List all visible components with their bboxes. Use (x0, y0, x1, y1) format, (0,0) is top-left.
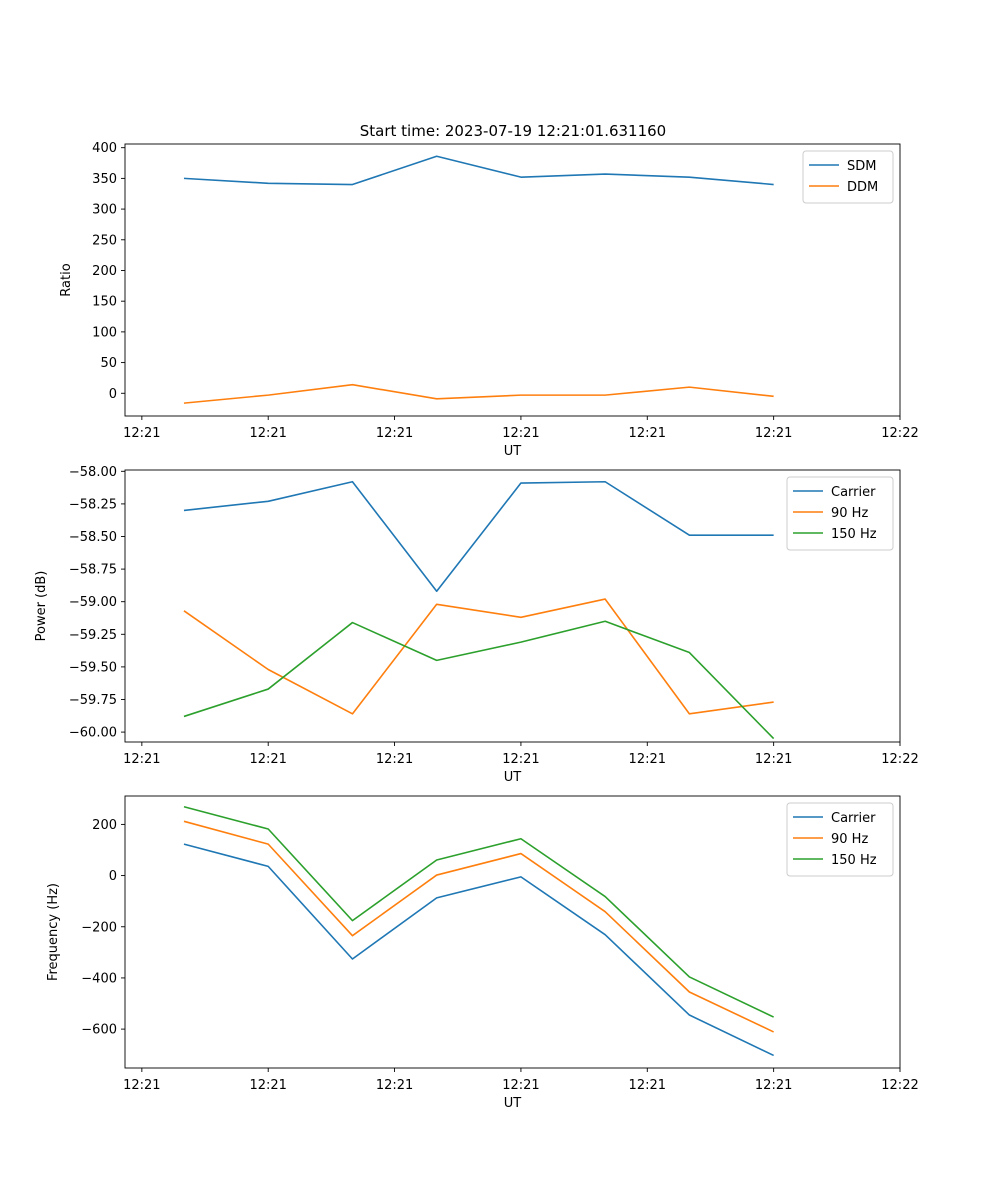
series-line-150-hz (183, 620, 775, 740)
y-tick-label: 50 (100, 356, 117, 371)
legend-box (802, 150, 894, 204)
x-tick-label: 12:21 (755, 752, 792, 767)
x-tick-label: 12:21 (502, 1078, 539, 1093)
legend-box (786, 802, 894, 877)
axes-frame (124, 469, 901, 743)
x-tick-label: 12:21 (629, 1078, 666, 1093)
legend-label: 150 Hz (831, 527, 877, 542)
chart-panel-2: 12:21 12:21 12:21 12:21 12:21 12:21 12:22 −60.0… (34, 465, 919, 785)
y-tick-label: −59.75 (69, 693, 117, 708)
y-axis-label: Power (dB) (34, 571, 49, 642)
chart-panel-1: 12:21 12:21 12:21 12:21 12:21 12:21 12:22 0 50 10… (59, 141, 919, 459)
x-axis-label: UT (504, 770, 522, 785)
legend-label: Carrier (831, 811, 876, 826)
x-tick-label: 12:21 (376, 752, 413, 767)
legend-label: Carrier (831, 485, 876, 500)
y-tick-label: 300 (92, 203, 117, 218)
y-tick-label: 250 (92, 233, 117, 248)
y-tick-label: 0 (109, 387, 117, 402)
x-tick-label: 12:21 (249, 1078, 286, 1093)
legend: Carrier 90 Hz 150 Hz (786, 802, 894, 877)
y-tick-label: 100 (92, 325, 117, 340)
chart-panel-3: 12:21 12:21 12:21 12:21 12:21 12:21 12:22 −600 −… (46, 795, 919, 1111)
x-tick-label: 12:21 (629, 426, 666, 441)
y-tick-label: −400 (81, 971, 117, 986)
legend: Carrier 90 Hz 150 Hz (786, 476, 894, 551)
x-tick-label: 12:21 (629, 752, 666, 767)
x-tick-label: 12:21 (123, 1078, 160, 1093)
y-tick-label: −58.25 (69, 497, 117, 512)
series-line-90-hz (183, 820, 774, 1033)
y-tick-label: 350 (92, 172, 117, 187)
x-tick-label: 12:21 (502, 752, 539, 767)
y-tick-label: −58.00 (69, 465, 117, 480)
series-line-90-hz (183, 598, 774, 715)
x-tick-label: 12:21 (249, 426, 286, 441)
legend-label: 90 Hz (831, 506, 868, 521)
x-tick-label: 12:21 (376, 426, 413, 441)
y-tick-label: 200 (92, 818, 117, 833)
y-tick-label: −58.50 (69, 530, 117, 545)
x-tick-label: 12:22 (881, 1078, 918, 1093)
y-tick-label: −58.75 (69, 563, 117, 578)
x-tick-label: 12:21 (755, 1078, 792, 1093)
x-tick-label: 12:21 (502, 426, 539, 441)
series-line-sdm (183, 155, 774, 186)
axes-frame (124, 143, 901, 417)
x-axis-label: UT (504, 444, 522, 459)
y-tick-label: 150 (92, 295, 117, 310)
y-axis-label: Frequency (Hz) (46, 883, 61, 981)
x-tick-label: 12:21 (249, 752, 286, 767)
y-tick-label: −59.25 (69, 628, 117, 643)
x-tick-label: 12:21 (123, 426, 160, 441)
figure-title: Start time: 2023-07-19 12:21:01.631160 (360, 122, 666, 140)
series-line-carrier (183, 843, 774, 1057)
y-tick-label: −59.50 (69, 660, 117, 675)
series-line-carrier (183, 480, 774, 593)
x-tick-label: 12:21 (376, 1078, 413, 1093)
x-axis-label: UT (504, 1096, 522, 1111)
x-tick-label: 12:21 (123, 752, 160, 767)
legend: SDM DDM (802, 150, 894, 204)
legend-label: SDM (847, 159, 876, 174)
legend-label: DDM (847, 180, 878, 195)
y-axis-label: Ratio (59, 263, 74, 296)
y-tick-label: −200 (81, 920, 117, 935)
legend-label: 90 Hz (831, 832, 868, 847)
y-tick-label: −600 (81, 1023, 117, 1038)
y-tick-label: 400 (92, 141, 117, 156)
legend-box (786, 476, 894, 551)
series-line-ddm (183, 383, 774, 404)
x-tick-label: 12:22 (881, 426, 918, 441)
y-tick-label: −60.00 (69, 726, 117, 741)
axes-frame (124, 795, 901, 1069)
x-tick-label: 12:21 (755, 426, 792, 441)
y-tick-label: −59.00 (69, 595, 117, 610)
y-tick-label: 0 (109, 869, 117, 884)
series-line-150-hz (183, 805, 774, 1018)
y-tick-label: 200 (92, 264, 117, 279)
x-tick-label: 12:22 (881, 752, 918, 767)
legend-label: 150 Hz (831, 853, 877, 868)
